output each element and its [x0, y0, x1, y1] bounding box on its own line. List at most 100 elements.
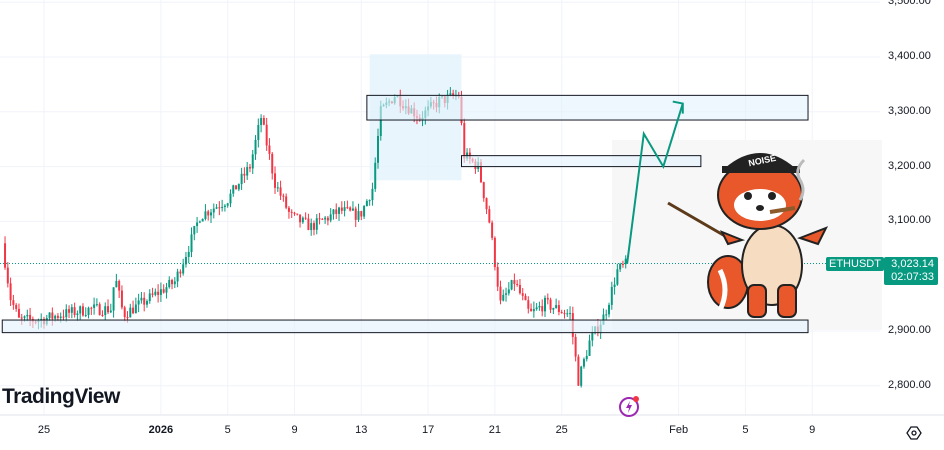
candle-body [232, 185, 235, 194]
candle-body [134, 304, 137, 314]
candle-body [235, 185, 238, 190]
candle-body [168, 279, 171, 288]
candle-body [112, 287, 115, 311]
price-axis-label: 3,100.00 [888, 214, 931, 227]
candle-body [23, 316, 26, 318]
candle-body [552, 308, 555, 310]
candle-body [107, 306, 110, 313]
time-axis-label: 25 [37, 424, 51, 436]
candle-body [62, 316, 65, 318]
candle-body [76, 313, 79, 315]
candle-body [115, 280, 118, 288]
time-axis-label: 21 [488, 424, 502, 436]
candle-body [159, 289, 162, 295]
candle-body [140, 297, 143, 301]
candle-body [237, 184, 240, 190]
candle-body [488, 209, 491, 223]
last-price: 3,023.14 [891, 258, 934, 270]
candle-body [310, 223, 313, 231]
candle-body [59, 316, 62, 318]
candle-body [296, 213, 299, 215]
candle-body [605, 314, 608, 316]
candle-body [619, 263, 622, 270]
zone-rect [1, 319, 809, 334]
candle-body [254, 139, 257, 155]
candle-body [104, 306, 107, 316]
candle-body [566, 313, 569, 315]
candle-body [624, 258, 627, 265]
candle-body [223, 205, 226, 207]
lightning-icon[interactable] [617, 394, 641, 418]
candle-body [524, 295, 527, 301]
candle-body [15, 304, 18, 309]
candle-body [563, 313, 566, 315]
candle-body [151, 293, 154, 295]
candle-body [29, 314, 32, 320]
candle-body [555, 305, 558, 309]
candle-body [182, 264, 185, 274]
candle-body [271, 153, 274, 174]
candle-body [585, 355, 588, 360]
candle-body [304, 217, 307, 219]
candle-body [532, 309, 535, 312]
candle-body [293, 212, 296, 214]
candle-body [307, 218, 310, 231]
candle-body [535, 307, 538, 310]
candle-body [218, 207, 221, 209]
candle-body [463, 123, 466, 159]
candle-body [321, 218, 324, 220]
candle-body [513, 280, 516, 284]
candle-body [210, 212, 212, 216]
candle-body [541, 306, 544, 312]
price-axis-label: 2,800.00 [888, 378, 931, 391]
candle-body [198, 221, 201, 223]
candle-body [268, 145, 271, 154]
candle-body [290, 211, 293, 213]
settings-icon[interactable] [906, 425, 922, 441]
candle-body [371, 188, 374, 201]
tradingview-logo[interactable]: TradingView [2, 385, 120, 408]
candle-body [265, 124, 268, 146]
candle-body [132, 307, 135, 314]
candle-body [118, 280, 121, 291]
candle-body [51, 312, 54, 319]
candle-body [510, 280, 513, 290]
candle-body [621, 263, 624, 265]
candle-body [17, 308, 20, 318]
candle-body [20, 317, 23, 319]
candle-body [530, 308, 533, 312]
candle-body [262, 118, 265, 125]
candle-body [9, 283, 12, 301]
candle-body [544, 297, 546, 312]
time-axis-label: Feb [669, 424, 689, 436]
candle-body [190, 234, 193, 252]
candle-body [582, 359, 585, 367]
candle-body [285, 196, 288, 208]
candle-body [505, 293, 508, 295]
candle-body [377, 136, 379, 163]
candle-body [549, 299, 552, 310]
candle-body [452, 93, 455, 97]
candle-body [274, 173, 277, 188]
candle-body [518, 284, 521, 294]
candle-body [326, 217, 329, 221]
candle-body [68, 309, 71, 313]
candle-body [315, 218, 318, 230]
price-axis-label: 3,300.00 [888, 104, 931, 117]
candle-body [287, 207, 290, 212]
candle-body [569, 313, 572, 315]
candle-body [257, 124, 260, 140]
candle-body [187, 251, 190, 257]
bar-countdown: 02:07:33 [891, 271, 934, 283]
candle-body [95, 304, 98, 306]
candle-body [129, 307, 132, 318]
candle-body [4, 243, 7, 268]
red-panda-mascot: NOISE [667, 153, 829, 318]
candle-body [580, 366, 583, 386]
price-axis-label: 2,900.00 [888, 324, 931, 336]
candle-body [282, 195, 285, 197]
candle-body [499, 286, 502, 301]
candle-body [196, 222, 199, 227]
price-axis-label: 3,400.00 [888, 50, 931, 62]
